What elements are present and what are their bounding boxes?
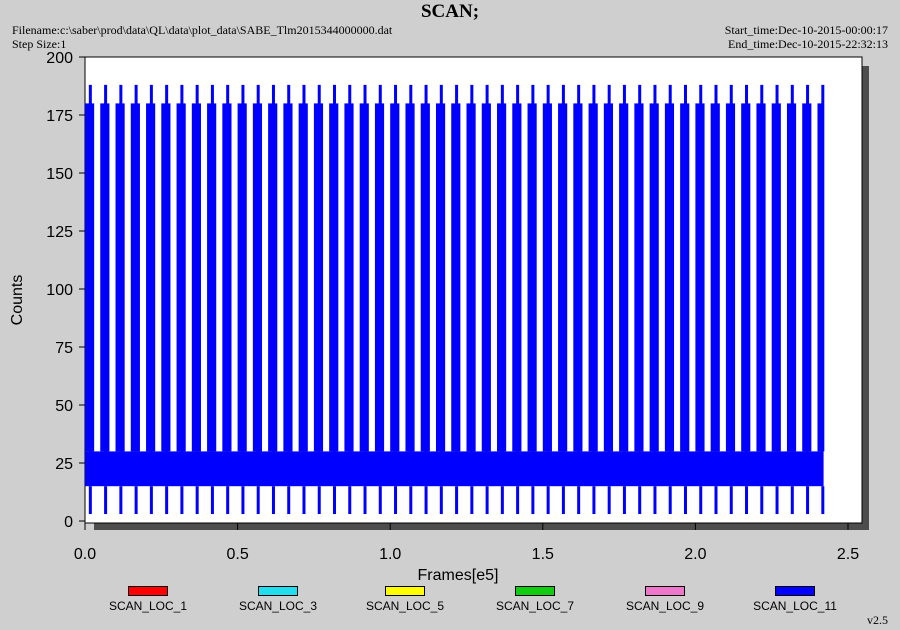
series-block (374, 103, 385, 452)
series-block (588, 103, 598, 452)
series-block (283, 103, 293, 452)
y-tick-label: 150 (46, 166, 73, 183)
series-block (466, 103, 476, 452)
y-tick-label: 25 (55, 456, 73, 473)
series-block (435, 103, 446, 452)
legend-swatch (645, 586, 685, 596)
legend-label: SCAN_LOC_5 (365, 599, 445, 613)
x-tick-label: 0.5 (226, 546, 248, 563)
step-size-text: Step Size:1 (12, 37, 67, 51)
series-block (191, 103, 201, 452)
series-block (695, 103, 705, 452)
legend-label: SCAN_LOC_3 (238, 599, 318, 613)
legend-label: SCAN_LOC_9 (625, 599, 705, 613)
version-label: v2.5 (867, 613, 888, 627)
series-block (573, 103, 583, 452)
legend-item: SCAN_LOC_7 (475, 586, 595, 613)
series-block (756, 103, 766, 452)
legend-label: SCAN_LOC_7 (495, 599, 575, 613)
time-info: Start_time:Dec-10-2015-00:00:17 End_time… (725, 23, 888, 51)
legend-swatch (515, 586, 555, 596)
chart-title: SCAN; (420, 1, 480, 22)
y-tick-label: 125 (46, 224, 73, 241)
x-tick-label: 2.5 (837, 546, 859, 563)
series-block (115, 103, 125, 452)
file-info: Filename:c:\saber\prod\data\QL\data\plot… (12, 23, 392, 51)
series-block (725, 103, 736, 452)
series-block (100, 103, 110, 452)
series-block (405, 103, 415, 452)
series-block (634, 103, 644, 452)
series-block (268, 103, 278, 452)
series-block (786, 103, 797, 452)
series-block (344, 103, 354, 452)
filename-text: Filename:c:\saber\prod\data\QL\data\plot… (12, 23, 393, 37)
y-tick-label: 50 (55, 398, 73, 415)
series-block (741, 103, 751, 452)
series-block (619, 103, 629, 452)
series-block (481, 103, 491, 452)
series-block (146, 103, 156, 452)
series-block (817, 103, 824, 452)
legend-item: SCAN_LOC_3 (218, 586, 338, 613)
x-tick-label: 0.0 (74, 546, 96, 563)
series-block (420, 103, 430, 452)
series-block (329, 103, 339, 452)
x-tick-label: 1.0 (379, 546, 401, 563)
legend-item: SCAN_LOC_11 (735, 586, 855, 613)
y-tick-label: 200 (46, 50, 73, 67)
legend-item: SCAN_LOC_5 (345, 586, 465, 613)
start-time-text: Start_time:Dec-10-2015-00:00:17 (724, 23, 888, 37)
series-block (527, 103, 537, 452)
end-time-text: End_time:Dec-10-2015-22:32:13 (728, 37, 888, 51)
series-scan-loc-11 (85, 84, 825, 515)
series-block (664, 103, 675, 452)
x-axis-label: Frames[e5] (418, 567, 499, 584)
series-block (603, 103, 613, 452)
series-block (710, 103, 720, 452)
legend-swatch (385, 586, 425, 596)
legend-item: SCAN_LOC_1 (88, 586, 208, 613)
series-block (390, 103, 400, 452)
legend-item: SCAN_LOC_9 (605, 586, 725, 613)
y-axis-label: Counts (9, 275, 26, 326)
legend-swatch (258, 586, 298, 596)
series-block (802, 103, 812, 452)
series-block (512, 103, 522, 452)
series-block (207, 103, 217, 452)
series-block (252, 103, 263, 452)
x-tick-label: 1.5 (532, 546, 554, 563)
series-block (176, 103, 186, 452)
legend-swatch (775, 586, 815, 596)
series-block (298, 103, 308, 452)
chart-legend: SCAN_LOC_1 SCAN_LOC_3 SCAN_LOC_5 SCAN_LOC_7… (0, 586, 900, 616)
series-band (85, 451, 824, 487)
series-block (237, 103, 247, 452)
series-block (313, 103, 324, 452)
series-block (680, 103, 690, 452)
series-block (771, 103, 781, 452)
series-block (161, 103, 171, 452)
series-block (85, 103, 95, 452)
y-tick-label: 75 (55, 340, 73, 357)
series-block (222, 103, 232, 452)
y-tick-label: 175 (46, 108, 73, 125)
series-block (558, 103, 568, 452)
y-tick-label: 100 (46, 282, 73, 299)
legend-label: SCAN_LOC_1 (108, 599, 188, 613)
x-tick-label: 2.0 (684, 546, 706, 563)
series-block (359, 103, 369, 452)
legend-label: SCAN_LOC_11 (753, 599, 837, 613)
series-block (542, 103, 552, 452)
y-tick-label: 0 (64, 514, 73, 531)
series-block (497, 103, 507, 452)
series-block (130, 103, 140, 452)
series-block (451, 103, 461, 452)
series-block (649, 103, 659, 452)
legend-swatch (128, 586, 168, 596)
